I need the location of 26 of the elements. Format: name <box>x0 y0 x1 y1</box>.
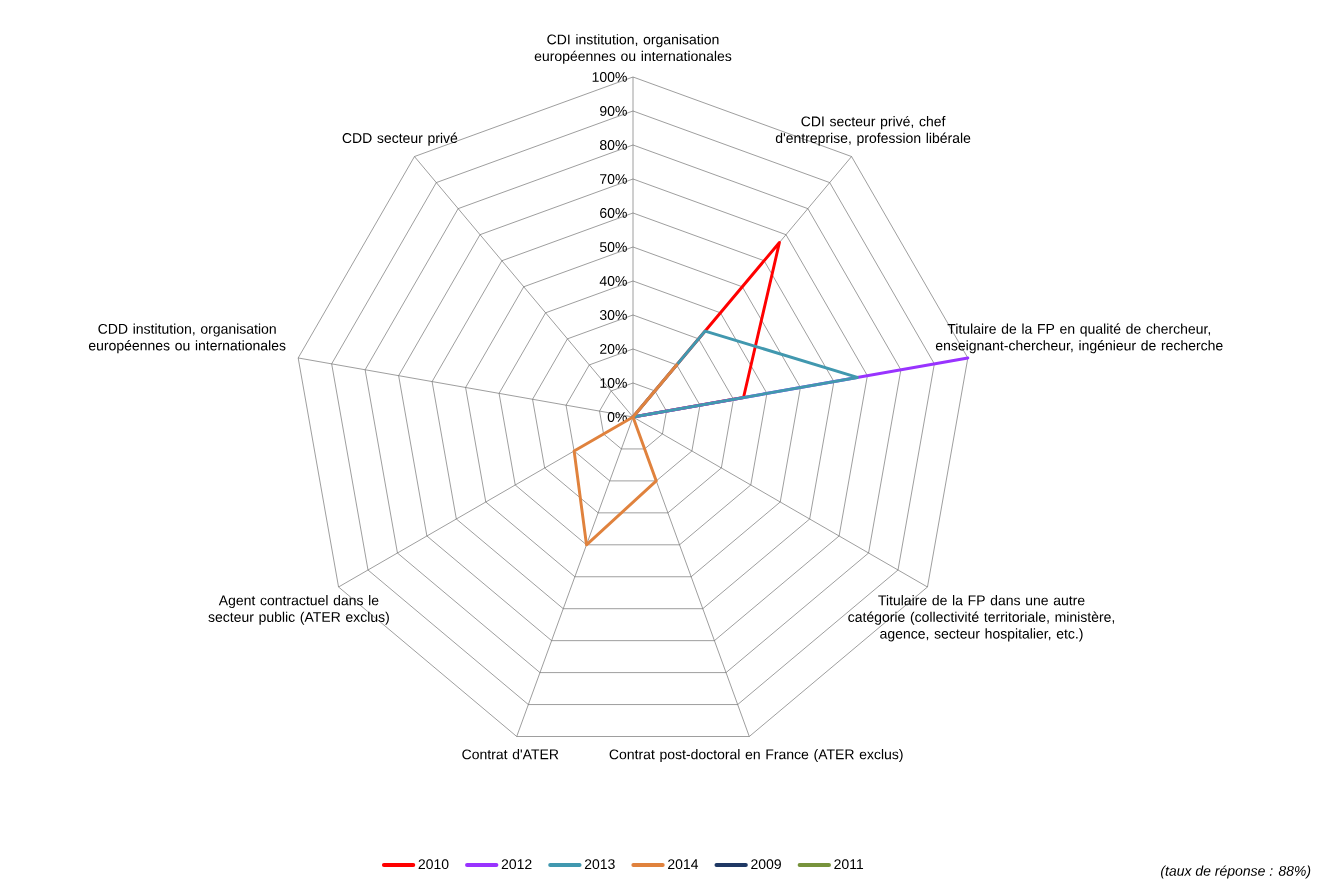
text: (taux de réponse : 88%) <box>1161 865 1311 879</box>
y-tick-label: 80% <box>599 140 627 150</box>
spoke-label: Contrat d'ATER <box>462 749 559 760</box>
y-tick-label: 70% <box>600 174 627 184</box>
spoke-label: CDI secteur privé, chef d'entreprise, profession libérale <box>775 115 971 146</box>
spoke-label: CDI institution, organisation européennes ou internationales <box>534 34 732 64</box>
y-tick-label: 20% <box>600 344 627 354</box>
y-tick-label: 60% <box>600 208 627 218</box>
legend-label: 2011 <box>834 859 864 870</box>
legend-label: 2013 <box>584 859 615 870</box>
y-tick-label: 30% <box>599 310 627 320</box>
spoke-label: Contrat post-doctoral en France (ATER exclus) <box>609 749 903 763</box>
spoke-label: Titulaire de la FP en qualité de chercheur, enseignant-chercheur, ingénieur de recherche <box>935 323 1223 354</box>
legend-label: 2012 <box>501 859 532 870</box>
legend-label: 2009 <box>751 859 781 870</box>
y-tick-label: 90% <box>600 106 627 116</box>
legend-label: 2010 <box>418 859 449 870</box>
spoke-label: Titulaire de la FP dans une autre catégorie (collectivité territoriale, ministère, agence, secteur hospitalier, etc.) <box>848 595 1115 642</box>
spoke-label: CDD institution, organisation européennes ou internationales <box>88 323 286 354</box>
spoke-label: Agent contractuel dans le secteur public (ATER exclus) <box>208 595 389 625</box>
legend-label: 2014 <box>668 859 699 870</box>
y-tick-label: 10% <box>600 378 627 388</box>
y-tick-label: 50% <box>599 242 627 252</box>
y-tick-label: 40% <box>599 276 627 286</box>
y-tick-label: 100% <box>592 72 627 82</box>
spoke-label: CDD secteur privé <box>342 132 458 146</box>
